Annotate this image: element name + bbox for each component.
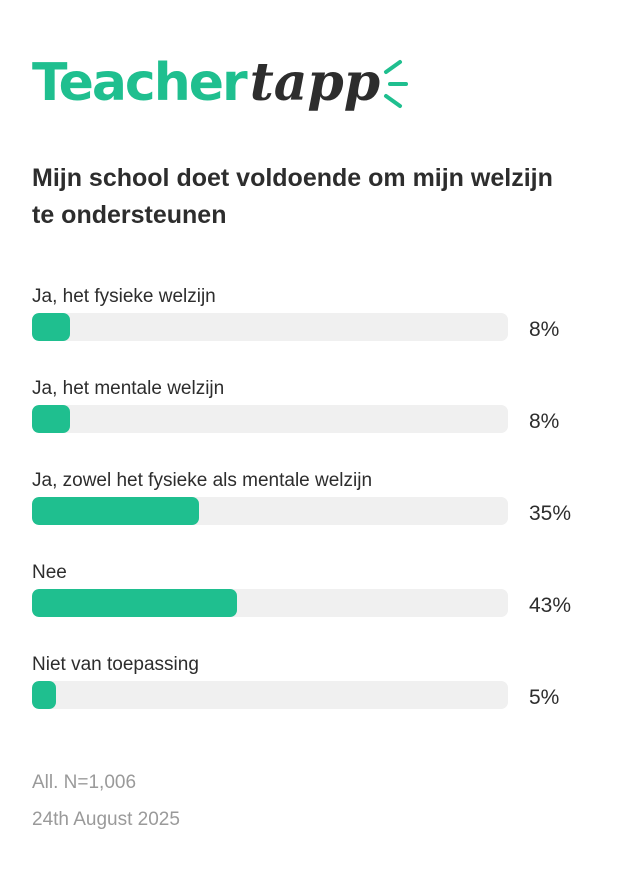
logo-rays-icon [384,60,409,108]
bar-fill [32,497,199,525]
bar-track [32,589,508,617]
bar-fill [32,405,71,433]
bar-fill [32,681,56,709]
bar-fill [32,589,237,617]
logo-tapp-text: tapp [249,52,381,113]
bar-label: Ja, het fysieke welzijn [32,286,216,307]
bar-label: Niet van toepassing [32,654,199,675]
bar-row: Nee 43% [32,562,612,642]
bar-value-label: 35% [529,502,572,525]
survey-date: 24th August 2025 [32,809,180,830]
bar-label: Ja, het mentale welzijn [32,378,225,399]
bar-value-label: 8% [529,410,560,433]
bar-fill [32,313,71,341]
bar-track [32,681,508,709]
bar-row: Ja, het fysieke welzijn 8% [32,286,612,366]
bar-label: Ja, zowel het fysieke als mentale welzij… [32,470,373,491]
bar-value-label: 8% [529,318,560,341]
bar-track [32,405,508,433]
teachertapp-logo: Teacher tapp [32,48,412,128]
sample-size: All. N=1,006 [32,772,137,793]
bar-track [32,313,508,341]
bar-track [32,497,508,525]
bar-row: Niet van toepassing 5% [32,654,612,734]
logo-teacher-text: Teacher [32,53,248,113]
bar-row: Ja, zowel het fysieke als mentale welzij… [32,470,612,550]
bar-label: Nee [32,562,67,583]
bar-value-label: 5% [529,686,560,709]
chart-title: Mijn school doet voldoende om mijn welzi… [32,164,553,229]
bar-value-label: 43% [529,594,572,617]
bar-row: Ja, het mentale welzijn 8% [32,378,612,458]
